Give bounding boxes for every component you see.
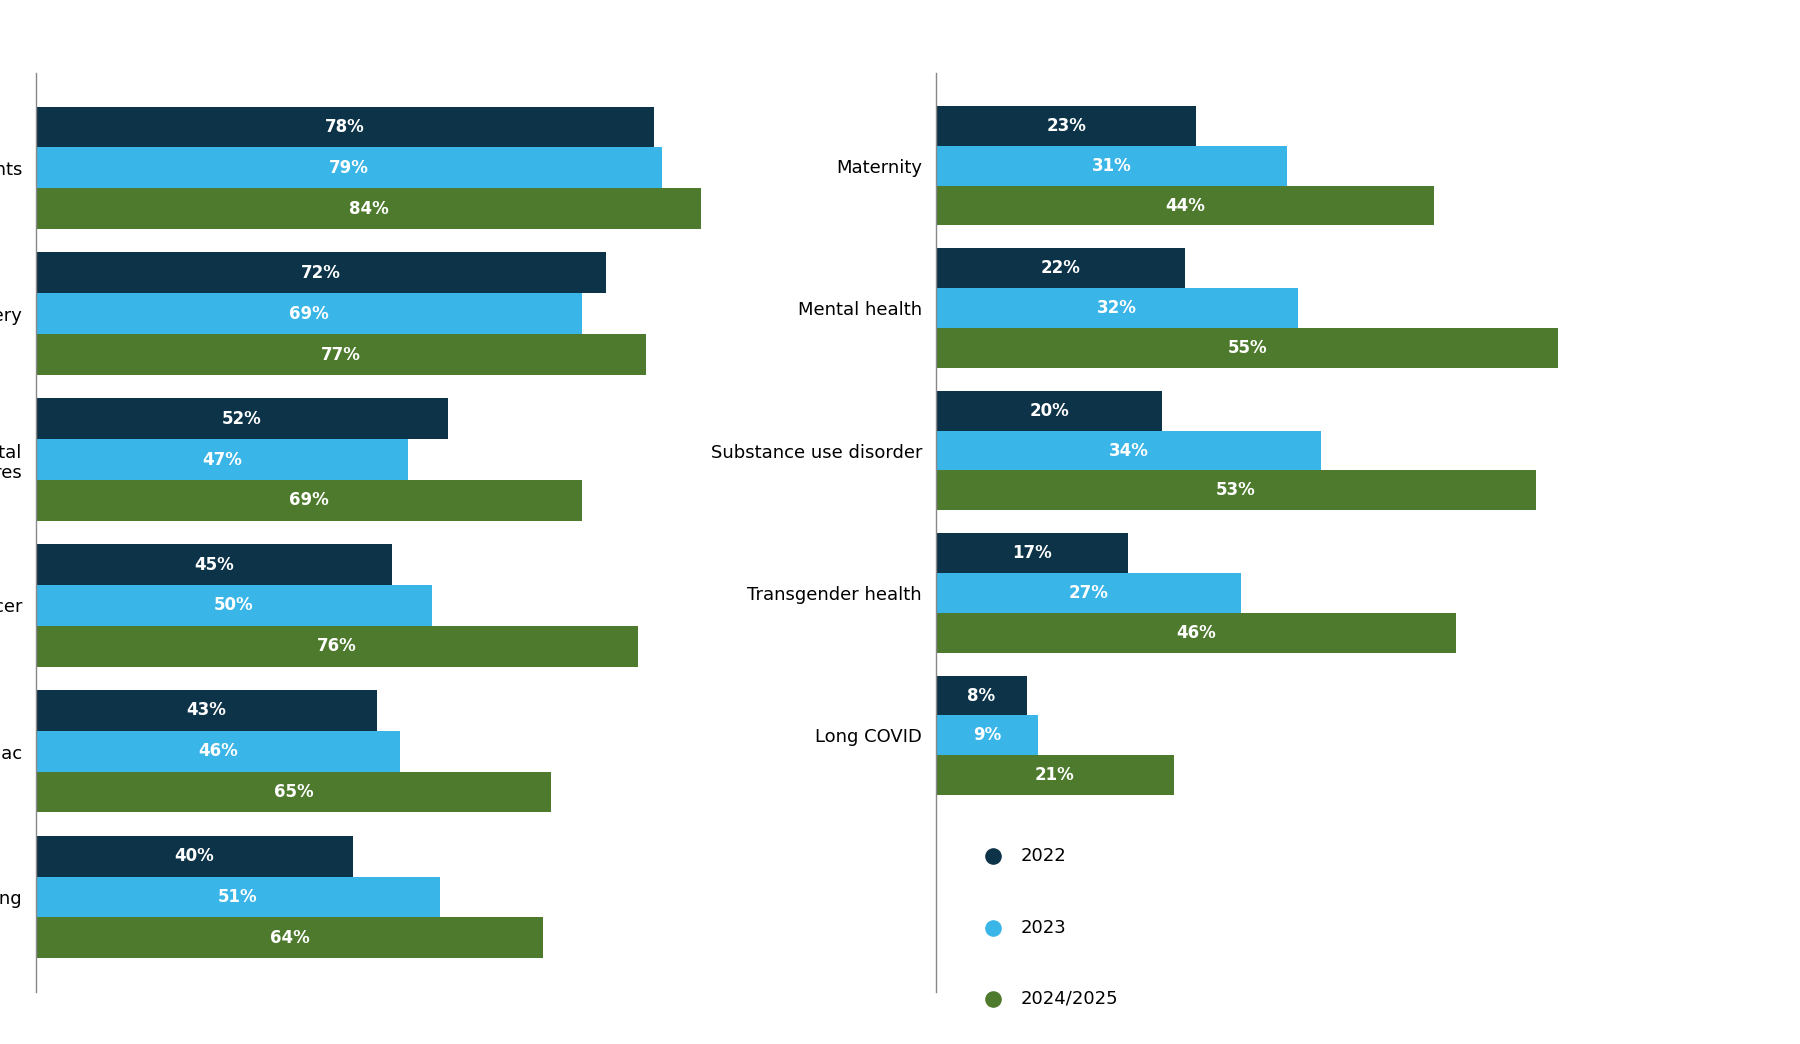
Text: 64%: 64% bbox=[270, 929, 310, 947]
Text: 32%: 32% bbox=[1096, 299, 1138, 317]
Text: 23%: 23% bbox=[1046, 117, 1085, 135]
Bar bbox=[36, 398, 448, 440]
Text: 47%: 47% bbox=[202, 451, 241, 469]
Text: 9%: 9% bbox=[972, 727, 1001, 744]
Bar bbox=[36, 836, 353, 877]
Text: 22%: 22% bbox=[1040, 259, 1080, 278]
Text: 52%: 52% bbox=[221, 409, 261, 428]
Text: 8%: 8% bbox=[967, 687, 995, 705]
Text: 27%: 27% bbox=[1069, 584, 1109, 602]
Bar bbox=[936, 675, 1026, 715]
Bar bbox=[936, 715, 1039, 756]
Text: 76%: 76% bbox=[317, 637, 356, 656]
Text: 43%: 43% bbox=[187, 702, 227, 719]
Text: 51%: 51% bbox=[218, 888, 257, 906]
Bar bbox=[36, 480, 583, 521]
Bar bbox=[36, 334, 646, 375]
Text: 69%: 69% bbox=[290, 492, 329, 509]
Text: 17%: 17% bbox=[1012, 544, 1051, 562]
Text: 72%: 72% bbox=[301, 264, 340, 282]
Text: 34%: 34% bbox=[1109, 442, 1148, 459]
Bar bbox=[36, 147, 662, 188]
Bar bbox=[36, 772, 551, 812]
Text: 2023: 2023 bbox=[1021, 919, 1067, 936]
Bar bbox=[36, 690, 376, 731]
Point bbox=[977, 920, 1006, 936]
Bar bbox=[936, 328, 1559, 367]
Bar bbox=[936, 146, 1287, 186]
Text: 53%: 53% bbox=[1217, 481, 1256, 499]
Text: 78%: 78% bbox=[326, 118, 365, 136]
Text: 65%: 65% bbox=[274, 783, 313, 801]
Bar bbox=[36, 585, 432, 625]
Text: 44%: 44% bbox=[1165, 196, 1204, 215]
Bar bbox=[36, 106, 653, 147]
Text: 46%: 46% bbox=[1177, 624, 1217, 642]
Bar bbox=[936, 573, 1242, 613]
Bar bbox=[936, 248, 1184, 288]
Bar bbox=[936, 533, 1129, 573]
Bar bbox=[36, 877, 439, 918]
Bar bbox=[936, 471, 1535, 511]
Text: 20%: 20% bbox=[1030, 402, 1069, 420]
Text: 40%: 40% bbox=[175, 847, 214, 865]
Bar bbox=[36, 440, 409, 480]
Text: 21%: 21% bbox=[1035, 766, 1075, 784]
Text: 77%: 77% bbox=[320, 346, 360, 363]
Bar bbox=[936, 430, 1321, 471]
Bar bbox=[36, 731, 400, 772]
Bar bbox=[36, 625, 637, 667]
Text: 55%: 55% bbox=[1228, 339, 1267, 357]
Bar bbox=[36, 253, 607, 293]
Text: 50%: 50% bbox=[214, 596, 254, 614]
Bar bbox=[936, 288, 1298, 328]
Point bbox=[977, 848, 1006, 864]
Text: 31%: 31% bbox=[1091, 157, 1130, 174]
Bar bbox=[36, 544, 392, 585]
Text: 2022: 2022 bbox=[1021, 848, 1067, 865]
Point bbox=[977, 991, 1006, 1007]
Text: 84%: 84% bbox=[349, 199, 389, 218]
Text: 45%: 45% bbox=[194, 555, 234, 573]
Text: 2024/2025: 2024/2025 bbox=[1021, 990, 1118, 1007]
Text: 46%: 46% bbox=[198, 742, 238, 760]
Bar bbox=[936, 186, 1435, 226]
Bar bbox=[36, 918, 544, 958]
Text: 69%: 69% bbox=[290, 305, 329, 323]
Bar bbox=[936, 390, 1163, 430]
Bar bbox=[936, 613, 1456, 652]
Bar bbox=[936, 105, 1197, 146]
Bar bbox=[36, 188, 702, 229]
Bar bbox=[936, 756, 1174, 796]
Text: 79%: 79% bbox=[329, 159, 369, 176]
Bar bbox=[36, 293, 583, 334]
